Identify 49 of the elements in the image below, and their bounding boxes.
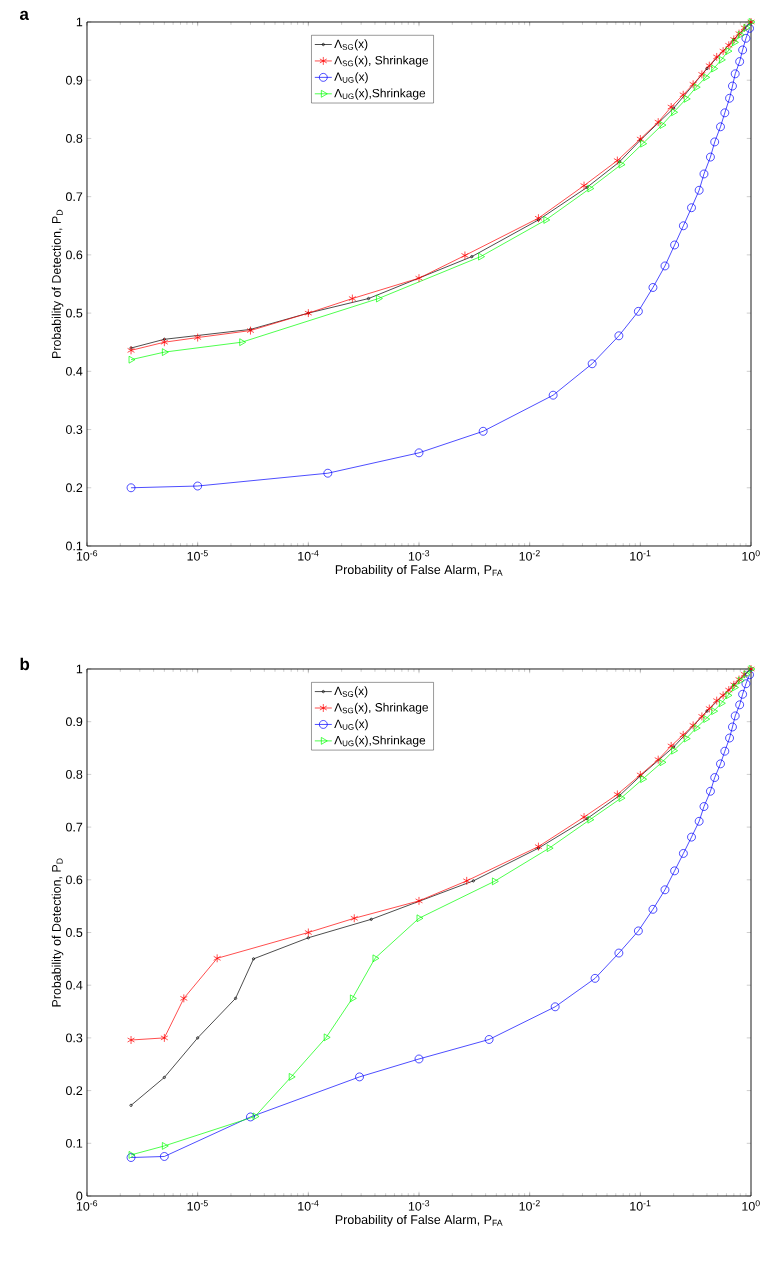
legend-label: Λ$_{UG}$(x),Shrinkage [334,88,426,100]
x-tick-label: 10$^{-5}$ [187,1200,208,1211]
legend-label: Λ$_{UG}$(x),Shrinkage [334,735,426,747]
chart-title: a [19,10,29,21]
y-tick-label: 0.9 [65,717,83,727]
x-tick-label: 10$^{-1}$ [630,550,651,561]
x-tick-label: 10$^{-1}$ [630,1200,651,1211]
x-tick-label: 10$^{-6}$ [76,1200,98,1211]
y-tick-label: 0.6 [65,250,83,260]
y-tick-label: 0.9 [65,75,83,85]
x-tick-label: 10$^{-4}$ [298,550,319,561]
y-tick-label: 0.6 [65,875,83,885]
y-tick-label: 0.2 [65,1086,83,1096]
legend-label: Λ$_{SG}$(x) [334,39,368,51]
legend-label: Λ$_{UG}$(x) [334,719,368,731]
y-tick-label: 0.5 [65,308,83,318]
y-tick-label: 0.3 [65,425,83,434]
x-tick-label: 10$^{0}$ [742,550,760,561]
y-tick-label: 0.4 [65,980,83,990]
x-tick-label: 10$^{0}$ [742,1200,760,1211]
y-tick-label: 0.2 [65,483,83,493]
y-tick-label: 0.1 [65,1138,83,1148]
x-axis-title: Probability of False Alarm, P$_{FA}$ [335,564,503,577]
legend-label: Λ$_{SG}$(x), Shrinkage [334,702,429,714]
legend-label: Λ$_{SG}$(x) [334,686,368,698]
y-axis-title: Probability of Detection, P$_{D}$ [51,209,64,359]
y-axis-title: Probability of Detection, P$_{D}$ [51,858,64,1007]
chart-title: b [20,657,30,671]
x-tick-label: 10$^{-2}$ [519,1200,540,1211]
legend-label: Λ$_{SG}$(x), Shrinkage [334,55,429,67]
legend-label: Λ$_{UG}$(x) [334,72,368,84]
y-tick-label: 0.8 [65,769,83,779]
y-tick-label: 0.7 [65,822,83,832]
y-tick-label: 0.4 [65,366,83,376]
x-tick-label: 10$^{-4}$ [298,1200,319,1211]
x-axis-title: Probability of False Alarm, P$_{FA}$ [335,1214,503,1227]
y-tick-label: 0 [76,1191,83,1201]
x-tick-label: 10$^{-3}$ [408,550,430,561]
y-tick-label: 0.3 [65,1033,83,1043]
x-tick-label: 10$^{-3}$ [408,1200,430,1211]
y-tick-label: 0.1 [65,541,83,551]
x-tick-label: 10$^{-2}$ [519,550,540,561]
y-tick-label: 0.5 [65,928,83,937]
y-tick-label: 0.7 [65,192,83,202]
x-tick-label: 10$^{-6}$ [76,550,98,561]
y-tick-label: 1 [76,664,83,674]
x-tick-label: 10$^{-5}$ [187,550,208,561]
y-tick-label: 0.8 [65,134,83,143]
y-tick-label: 1 [76,17,83,27]
